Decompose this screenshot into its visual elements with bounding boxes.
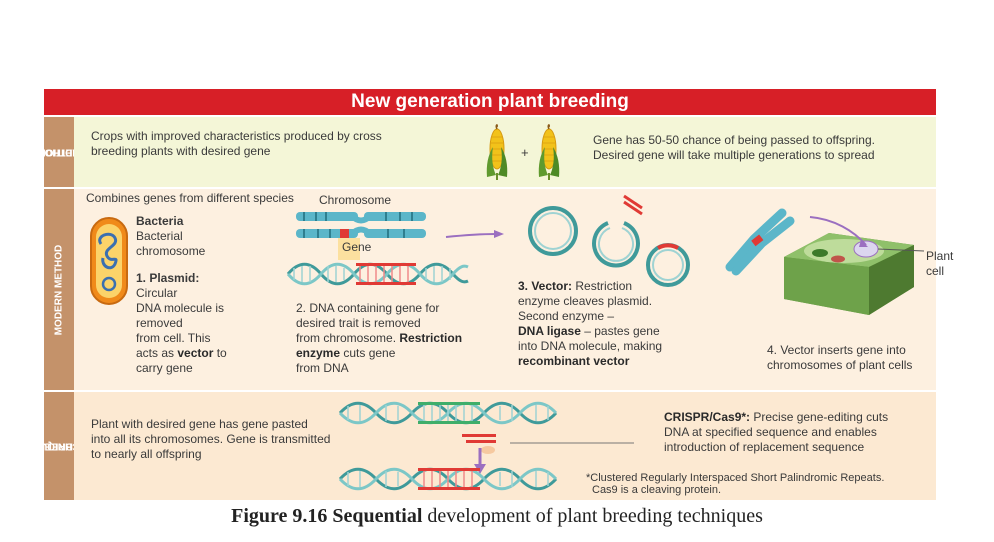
crispr-line1: CRISPR/Cas9*: Precise gene-editing cuts — [664, 410, 889, 424]
plasmid-title: 1. Plasmid: — [136, 271, 200, 285]
new-left-line2: into all its chromosomes. Gene is transm… — [91, 432, 331, 446]
step2-line5: from DNA — [296, 361, 349, 375]
traditional-right-line2: Desired gene will take multiple generati… — [593, 148, 875, 162]
gene-label: Gene — [342, 240, 372, 254]
plasmid-line3: removed — [136, 316, 183, 330]
step3-line4: DNA ligase – pastes gene — [518, 324, 660, 338]
crispr-line2: DNA at specified sequence and enables — [664, 425, 877, 439]
plasmid-line4: from cell. This — [136, 331, 211, 345]
footnote-text: *Clustered Regularly Interspaced Short P… — [586, 472, 884, 496]
step2-line1: 2. DNA containing gene for — [296, 301, 440, 315]
crispr-text: CRISPR/Cas9*: Precise gene-editing cuts … — [664, 410, 888, 455]
traditional-right-line1: Gene has 50-50 chance of being passed to… — [593, 133, 875, 147]
step2-text: 2. DNA containing gene for desired trait… — [296, 301, 462, 376]
plant-cell-label: Plant cell — [926, 249, 954, 278]
gene-fragment-icon — [623, 194, 643, 216]
footnote-line2: Cas9 is a cleaving protein. — [592, 484, 722, 496]
plant-cell-icon — [784, 216, 925, 315]
traditional-left-text: Crops with improved characteristics prod… — [91, 129, 382, 159]
new-left-line1: Plant with desired gene has gene pasted — [91, 417, 308, 431]
step2-line4: enzyme cuts gene — [296, 346, 396, 360]
new-breeding-row-label: NEW BREEDING TECHNIQUES — [20, 392, 98, 500]
recombinant-plasmid-icon — [646, 243, 690, 287]
step3-line6: recombinant vector — [518, 354, 630, 368]
divider-line — [510, 442, 634, 444]
plus-sign: + — [521, 145, 529, 160]
traditional-row-body: Crops with improved characteristics prod… — [74, 117, 936, 187]
plasmid-ring-icon — [528, 206, 578, 256]
dna-helix-icon — [286, 262, 469, 286]
plasmid-line1: Circular — [136, 286, 178, 300]
traditional-row: TRADITIONAL METHOD Crops with improved ch… — [25, 117, 936, 187]
step2-line2: desired trait is removed — [296, 316, 421, 330]
footnote-line1: *Clustered Regularly Interspaced Short P… — [586, 472, 885, 484]
step3-line2: enzyme cleaves plasmid. — [518, 294, 653, 308]
traditional-right-text: Gene has 50-50 chance of being passed to… — [593, 133, 875, 163]
plasmid-line2: DNA molecule is — [136, 301, 225, 315]
chromosome-icon — [296, 212, 426, 238]
traditional-left-line1: Crops with improved characteristics prod… — [91, 129, 382, 143]
traditional-row-label: TRADITIONAL METHOD — [25, 117, 93, 187]
modern-label: MODERN METHOD — [53, 244, 65, 335]
combines-text: Combines genes from different species — [86, 191, 294, 205]
bacterial-line2: chromosome — [136, 244, 206, 258]
bacteria-text: Bacteria Bacterial chromosome — [136, 214, 205, 259]
corn-icon — [538, 124, 560, 180]
bacteria-title: Bacteria — [136, 214, 184, 228]
modern-row-body: Combines genes from different species Ba… — [74, 189, 953, 390]
plasmid-text: 1. Plasmid: Circular DNA molecule is rem… — [136, 271, 227, 376]
new-left-text: Plant with desired gene has gene pasted … — [91, 417, 330, 462]
arrow-right-icon — [445, 230, 504, 238]
bacterial-line1: Bacterial — [136, 229, 183, 243]
step4-line2: chromosomes of plant cells — [767, 358, 913, 372]
cleaved-plasmid-icon — [592, 221, 640, 268]
vector-chromosome-icon — [725, 208, 795, 276]
plasmid-line6: carry gene — [136, 361, 193, 375]
bacterium-icon — [90, 217, 128, 305]
corn-icon — [486, 124, 508, 180]
step4-text: 4. Vector inserts gene into chromosomes … — [767, 343, 912, 373]
dna-helix-icon — [338, 401, 558, 425]
new-left-line3: to nearly all offspring — [91, 447, 202, 461]
step3-line1: 3. Vector: Restriction — [518, 279, 633, 293]
new-breeding-row-body: Plant with desired gene has gene pasted … — [74, 392, 936, 500]
chromosome-label: Chromosome — [319, 193, 392, 207]
new-breeding-row: NEW BREEDING TECHNIQUES Plant with desire… — [20, 392, 936, 500]
step2-line3: from chromosome. Restriction — [296, 331, 463, 345]
modern-row-label: MODERN METHOD — [44, 189, 74, 390]
step4-line1: 4. Vector inserts gene into — [767, 343, 906, 357]
step3-line3: Second enzyme – — [518, 309, 615, 323]
gene-highlight — [338, 238, 360, 260]
edited-dna-helix-icon — [338, 467, 558, 491]
page-banner: New generation plant breeding — [44, 89, 936, 115]
crispr-line3: introduction of replacement sequence — [664, 440, 865, 454]
step3-line5: into DNA molecule, making — [518, 339, 663, 353]
plasmid-line5: acts as vector to — [136, 346, 227, 360]
step3-text: 3. Vector: Restriction enzyme cleaves pl… — [518, 279, 662, 369]
modern-row: MODERN METHOD Combines genes from differ… — [44, 189, 953, 390]
figure-caption: Figure 9.16 Sequential development of pl… — [231, 505, 763, 527]
traditional-left-line2: breeding plants with desired gene — [91, 144, 271, 158]
